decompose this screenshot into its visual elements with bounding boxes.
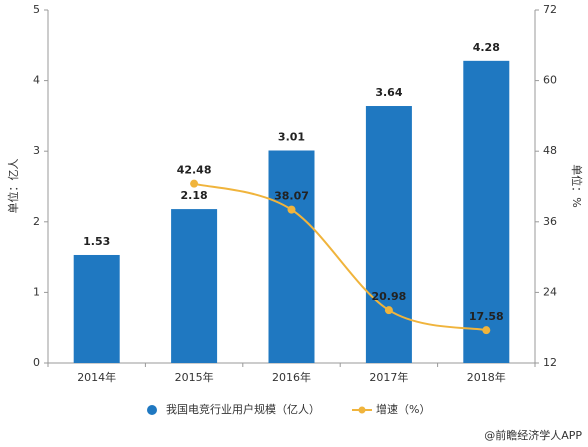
bar bbox=[171, 209, 218, 363]
legend-label: 我国电竞行业用户规模（亿人） bbox=[166, 402, 320, 416]
bar bbox=[463, 60, 510, 363]
y-tick-label: 2 bbox=[33, 215, 40, 228]
y-tick-label: 3 bbox=[33, 144, 40, 157]
bar-value-label: 1.53 bbox=[83, 235, 110, 248]
bar bbox=[365, 106, 412, 364]
legend-label: 增速（%） bbox=[376, 402, 430, 416]
bar-value-label: 3.01 bbox=[278, 130, 305, 143]
line-value-label: 42.48 bbox=[177, 164, 212, 177]
legend-marker bbox=[358, 406, 366, 414]
line-point bbox=[482, 326, 491, 335]
x-tick-label: 2014年 bbox=[77, 370, 116, 384]
line-point bbox=[287, 205, 296, 214]
source: @前瞻经济学人APP bbox=[484, 428, 582, 442]
line-point bbox=[190, 179, 199, 188]
y2-tick-label: 48 bbox=[543, 144, 557, 157]
x-tick-label: 2016年 bbox=[272, 370, 311, 384]
y-axis-label: 单位：亿人 bbox=[6, 159, 20, 214]
y2-tick-label: 12 bbox=[543, 356, 557, 369]
y2-tick-label: 36 bbox=[543, 215, 557, 228]
line-point bbox=[384, 306, 393, 315]
y-tick-label: 1 bbox=[33, 285, 40, 298]
line-value-label: 20.98 bbox=[372, 290, 407, 303]
bar bbox=[268, 150, 315, 363]
y2-tick-label: 72 bbox=[543, 3, 557, 16]
bar-value-label: 2.18 bbox=[181, 189, 208, 202]
x-tick-label: 2017年 bbox=[369, 370, 408, 384]
line-value-label: 38.07 bbox=[274, 190, 309, 203]
y-tick-label: 0 bbox=[33, 356, 40, 369]
x-tick-label: 2015年 bbox=[175, 370, 214, 384]
line bbox=[193, 182, 487, 332]
y2-tick-label: 24 bbox=[543, 285, 557, 298]
y-tick-label: 5 bbox=[33, 3, 40, 16]
bar-value-label: 4.28 bbox=[473, 41, 500, 54]
y2-axis-label: 单位：% bbox=[570, 164, 584, 207]
y-tick-label: 4 bbox=[33, 74, 40, 87]
bar bbox=[73, 254, 120, 363]
x-tick-label: 2018年 bbox=[467, 370, 506, 384]
y2-tick-label: 60 bbox=[543, 74, 557, 87]
legend-marker bbox=[147, 405, 157, 415]
line-value-label: 17.58 bbox=[469, 310, 504, 323]
bar-value-label: 3.64 bbox=[375, 86, 402, 99]
